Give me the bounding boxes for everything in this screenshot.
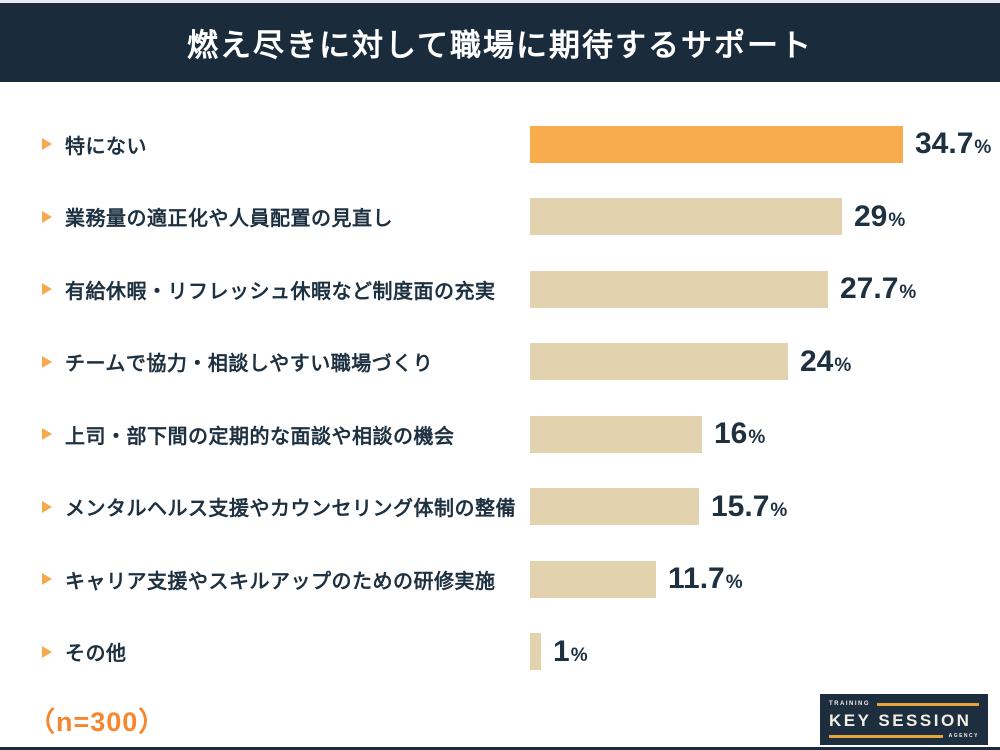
value-number: 16 (714, 417, 748, 451)
category-cell: 有給休暇・リフレッシュ休暇など制度面の充実 (0, 275, 530, 304)
logo-gold-line-bottom (829, 734, 943, 738)
bar-cell: 15.7% (530, 488, 1000, 526)
bar-cell: 27.7% (530, 270, 1000, 308)
category-label: 業務量の適正化や人員配置の見直し (65, 208, 393, 231)
chart-row: チームで協力・相談しやすい職場づくり 24% (0, 326, 1000, 399)
value-unit: % (570, 644, 588, 666)
value-label: 27.7% (840, 272, 916, 306)
triangle-bullet-icon (42, 210, 52, 223)
value-number: 15.7 (711, 489, 770, 523)
category-cell: 特にない (0, 130, 530, 159)
logo-gold-line-top (877, 702, 979, 706)
bar (530, 488, 699, 526)
value-label: 11.7% (668, 562, 743, 596)
value-number: 29 (854, 199, 888, 233)
category-cell: キャリア支援やスキルアップのための研修実施 (0, 565, 530, 594)
value-label: 24% (800, 345, 851, 379)
chart-header: 燃え尽きに対して職場に期待するサポート (0, 3, 1000, 82)
key-session-logo: TRAINING KEY SESSION AGENCY (820, 694, 988, 745)
value-label: 15.7% (711, 490, 787, 524)
value-label: 34.7% (915, 127, 991, 161)
bar-cell: 24% (530, 343, 1000, 381)
triangle-bullet-icon (42, 355, 52, 368)
value-label: 16% (714, 417, 765, 451)
category-cell: チームで協力・相談しやすい職場づくり (0, 347, 530, 376)
category-cell: 上司・部下間の定期的な面談や相談の機会 (0, 420, 530, 449)
value-number: 27.7 (840, 272, 899, 306)
value-number: 24 (800, 344, 834, 378)
value-number: 1 (553, 634, 570, 668)
triangle-bullet-icon (42, 500, 52, 513)
bar (530, 125, 903, 163)
bar (530, 560, 656, 598)
bar-cell: 1% (530, 633, 1000, 671)
chart-row: 上司・部下間の定期的な面談や相談の機会 16% (0, 398, 1000, 471)
sample-size-label: （n=300） (28, 707, 167, 737)
bar-chart: 特にない 34.7% 業務量の適正化や人員配置の見直し 29% 有給休暇・リフレ… (0, 108, 1000, 688)
value-unit: % (899, 282, 917, 304)
logo-bottom-row: AGENCY (829, 733, 979, 739)
bar-cell: 29% (530, 198, 1000, 236)
category-label: その他 (65, 643, 127, 666)
chart-row: 業務量の適正化や人員配置の見直し 29% (0, 181, 1000, 254)
bar (530, 198, 842, 236)
bar (530, 270, 828, 308)
triangle-bullet-icon (42, 573, 52, 586)
logo-agency-label: AGENCY (948, 733, 979, 739)
value-unit: % (770, 499, 788, 521)
chart-row: 有給休暇・リフレッシュ休暇など制度面の充実 27.7% (0, 253, 1000, 326)
category-label: 上司・部下間の定期的な面談や相談の機会 (65, 425, 455, 448)
bar (530, 343, 788, 381)
triangle-bullet-icon (42, 428, 52, 441)
category-cell: メンタルヘルス支援やカウンセリング体制の整備 (0, 492, 530, 521)
bottom-strip (0, 747, 1000, 750)
value-label: 29% (854, 200, 905, 234)
value-unit: % (974, 137, 992, 159)
value-number: 11.7 (668, 562, 725, 596)
bar (530, 415, 702, 453)
value-unit: % (725, 572, 743, 594)
category-cell: その他 (0, 637, 530, 666)
top-strip (0, 0, 1000, 3)
bar-cell: 16% (530, 415, 1000, 453)
chart-row: キャリア支援やスキルアップのための研修実施 11.7% (0, 543, 1000, 616)
triangle-bullet-icon (42, 138, 52, 151)
logo-training-label: TRAINING (829, 701, 870, 707)
category-label: 有給休暇・リフレッシュ休暇など制度面の充実 (65, 280, 496, 303)
value-number: 34.7 (915, 127, 974, 161)
logo-top-row: TRAINING (829, 701, 979, 707)
category-cell: 業務量の適正化や人員配置の見直し (0, 202, 530, 231)
value-label: 1% (553, 635, 588, 669)
category-label: メンタルヘルス支援やカウンセリング体制の整備 (65, 498, 516, 521)
category-label: 特にない (65, 135, 147, 158)
page-title: 燃え尽きに対して職場に期待するサポート (186, 28, 814, 63)
category-label: キャリア支援やスキルアップのための研修実施 (65, 570, 496, 593)
triangle-bullet-icon (42, 283, 52, 296)
value-unit: % (888, 209, 906, 231)
logo-main-label: KEY SESSION (829, 710, 972, 730)
bar-cell: 11.7% (530, 560, 1000, 598)
triangle-bullet-icon (42, 645, 52, 658)
bar (530, 633, 541, 671)
value-unit: % (834, 354, 852, 376)
chart-row: その他 1% (0, 616, 1000, 689)
category-label: チームで協力・相談しやすい職場づくり (65, 353, 434, 376)
value-unit: % (748, 427, 766, 449)
chart-row: 特にない 34.7% (0, 108, 1000, 181)
bar-cell: 34.7% (530, 125, 1000, 163)
chart-row: メンタルヘルス支援やカウンセリング体制の整備 15.7% (0, 471, 1000, 544)
